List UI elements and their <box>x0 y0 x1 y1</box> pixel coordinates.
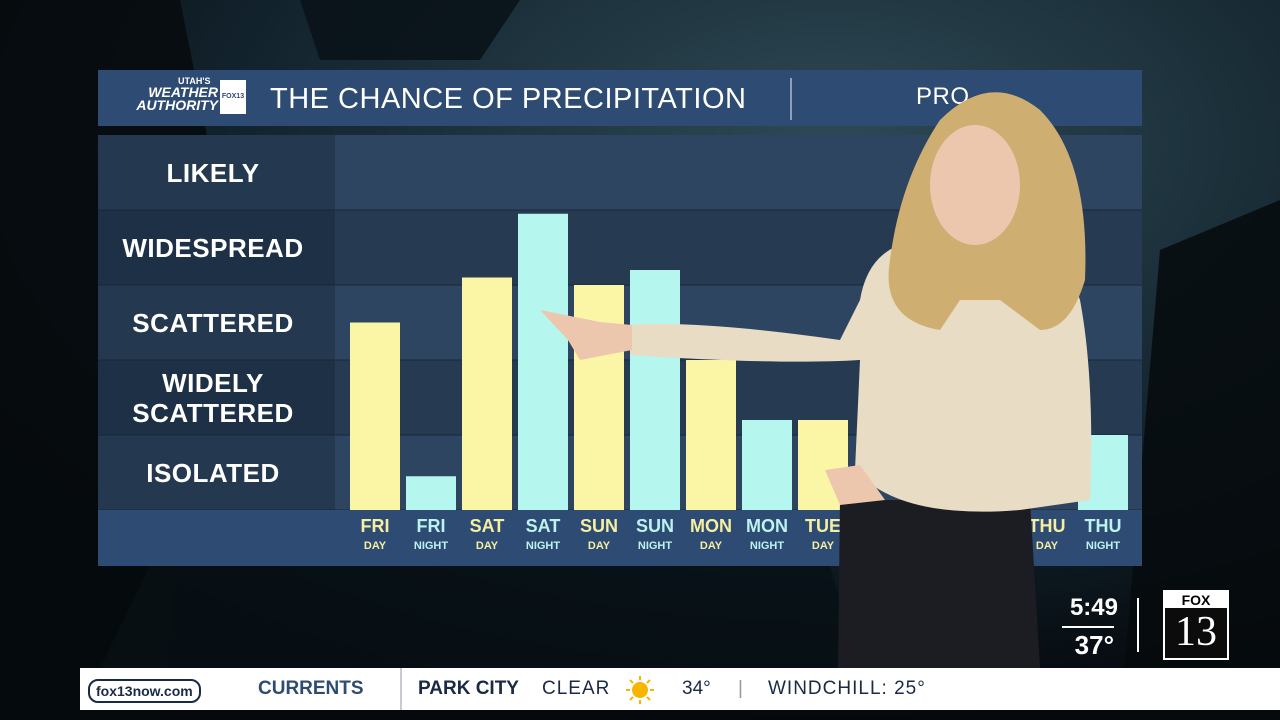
logo-badge: FOX13 <box>220 80 246 114</box>
row-label-bg <box>98 435 335 510</box>
x-tick-label: FRI DAY <box>360 516 390 552</box>
x-tick-label: SAT NIGHT <box>525 516 561 552</box>
x-tick-label: SAT DAY <box>469 516 505 552</box>
bar <box>742 420 792 510</box>
ticker-site: fox13now.com <box>88 679 201 703</box>
bar <box>406 476 456 510</box>
ticker-temp: 34° <box>682 678 711 699</box>
row-label-bg <box>98 285 335 360</box>
x-tick-label: TUE DAY <box>805 516 841 552</box>
station-logo: FOX 13 <box>1163 590 1229 660</box>
row-label-bg <box>98 210 335 285</box>
clock-temp: 37° <box>1062 626 1114 661</box>
clock-divider <box>1137 598 1139 652</box>
x-tick-label: SUN NIGHT <box>635 516 674 552</box>
x-tick-label: MON DAY <box>690 516 732 552</box>
ticker-separator: | <box>738 678 743 699</box>
x-tick-label: SUN DAY <box>579 516 618 552</box>
bar <box>686 360 736 510</box>
chart-title: THE CHANCE OF PRECIPITATION <box>270 83 747 115</box>
ticker-divider <box>400 668 402 710</box>
y-tick-label: ISOLATED <box>146 457 280 488</box>
bar <box>630 270 680 510</box>
x-tick-label: THU NIGHT <box>1084 516 1122 552</box>
logo-main: WEATHER AUTHORITY <box>136 84 218 113</box>
clock-time: 5:49 <box>1069 594 1118 621</box>
bar <box>350 322 400 510</box>
bar <box>462 277 512 510</box>
logo-top: UTAH'S <box>178 76 211 86</box>
y-tick-label: SCATTERED <box>132 307 294 338</box>
x-tick-label: THU DAY <box>1028 516 1066 552</box>
y-tick-label: LIKELY <box>166 157 260 188</box>
bar <box>518 213 568 510</box>
station-top: FOX <box>1165 592 1227 608</box>
ticker-section: CURRENTS <box>258 678 364 699</box>
ticker-condition: CLEAR <box>542 678 611 699</box>
sun-icon <box>626 676 654 704</box>
ticker-bar <box>80 668 1280 710</box>
row-label-bg <box>98 360 335 435</box>
row-label-bg <box>98 135 335 210</box>
y-tick-label: WIDESPREAD <box>122 232 304 263</box>
station-num: 13 <box>1175 609 1217 655</box>
divider <box>790 78 792 120</box>
y-tick-label: WIDELY SCATTERED <box>132 367 294 428</box>
x-tick-label: MON NIGHT <box>746 516 788 552</box>
ticker-location: PARK CITY <box>418 678 519 699</box>
logo: UTAH'S WEATHER AUTHORITY FOX13 <box>122 76 247 120</box>
ticker-windchill: WINDCHILL: 25° <box>768 678 926 699</box>
x-tick-label: FRI NIGHT <box>413 516 449 552</box>
